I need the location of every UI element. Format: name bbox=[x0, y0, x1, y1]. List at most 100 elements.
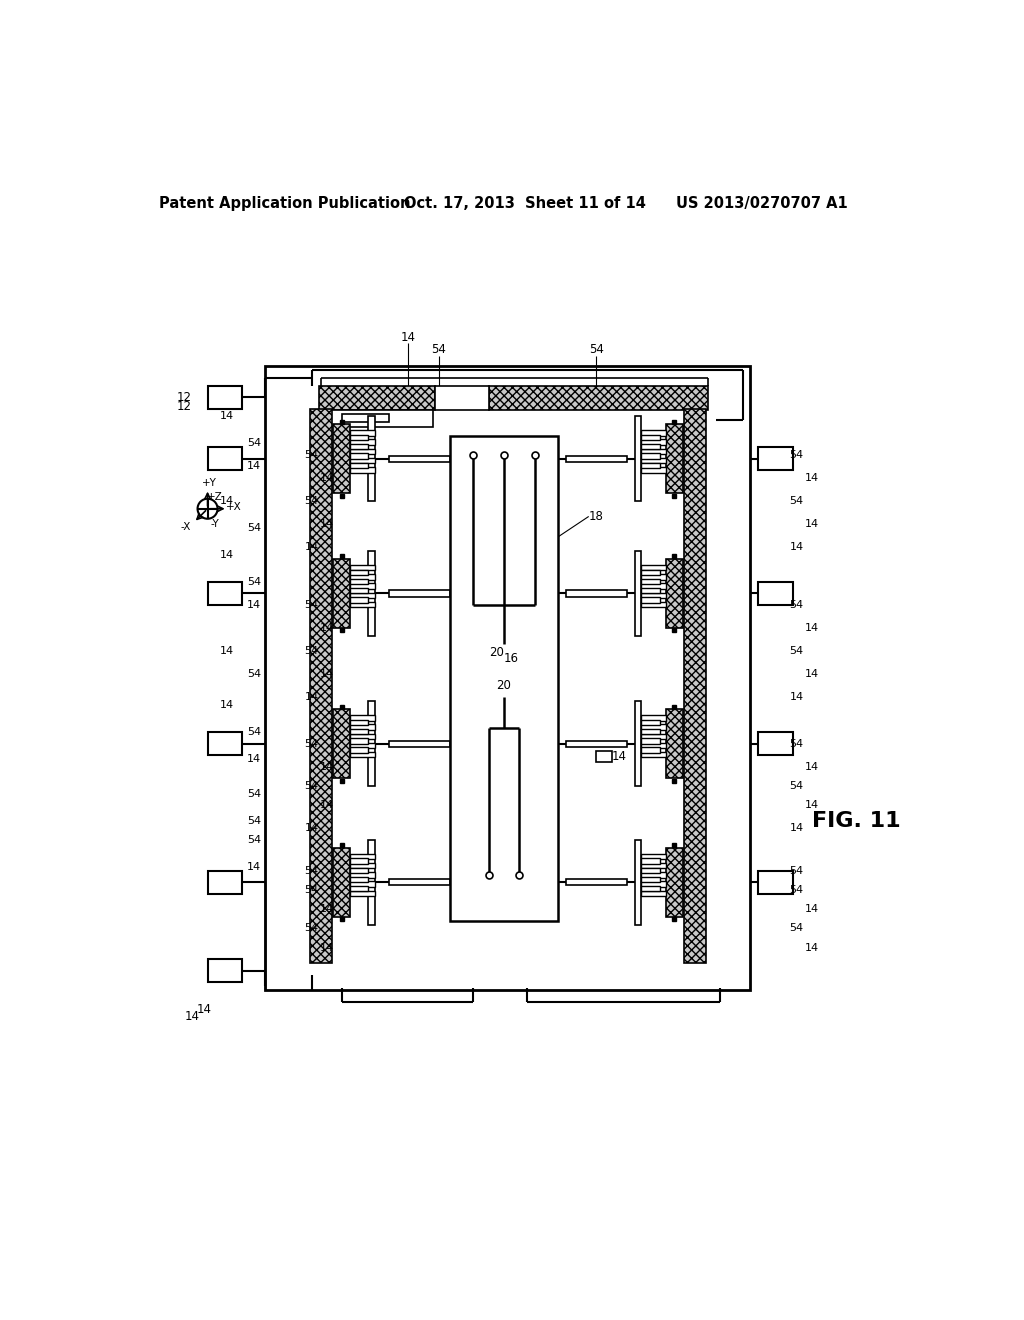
Bar bbox=[641, 583, 666, 589]
Bar bbox=[208, 871, 243, 894]
Bar bbox=[350, 873, 375, 878]
Text: US 2013/0270707 A1: US 2013/0270707 A1 bbox=[676, 195, 848, 211]
Bar bbox=[641, 565, 666, 570]
Bar bbox=[350, 729, 369, 734]
Bar bbox=[596, 751, 611, 762]
Bar bbox=[641, 430, 666, 436]
Bar bbox=[635, 701, 641, 785]
Bar bbox=[641, 462, 659, 469]
Bar bbox=[350, 444, 369, 449]
Text: 14: 14 bbox=[790, 693, 804, 702]
Bar bbox=[641, 715, 666, 721]
Bar bbox=[388, 879, 451, 886]
Bar bbox=[758, 582, 793, 605]
Text: 54: 54 bbox=[790, 647, 804, 656]
Bar bbox=[350, 876, 369, 882]
Text: 14: 14 bbox=[805, 623, 819, 634]
Text: 14: 14 bbox=[319, 762, 334, 772]
Bar bbox=[350, 597, 369, 603]
Bar bbox=[342, 414, 388, 422]
Bar bbox=[635, 840, 641, 924]
Text: 14: 14 bbox=[304, 693, 318, 702]
Text: 54: 54 bbox=[304, 601, 318, 610]
Bar bbox=[350, 440, 375, 445]
Text: 14: 14 bbox=[220, 700, 233, 710]
Text: 12: 12 bbox=[177, 391, 193, 404]
Bar bbox=[350, 858, 369, 863]
Text: +Z: +Z bbox=[208, 492, 223, 502]
Bar bbox=[488, 385, 708, 411]
Text: 14: 14 bbox=[319, 669, 334, 680]
Text: 12: 12 bbox=[177, 400, 193, 413]
Bar bbox=[666, 424, 683, 494]
Bar bbox=[641, 858, 659, 863]
Bar bbox=[350, 863, 375, 869]
Bar bbox=[641, 747, 659, 752]
Bar bbox=[350, 715, 375, 721]
Bar bbox=[319, 385, 435, 411]
Bar bbox=[350, 467, 375, 473]
Bar bbox=[635, 552, 641, 636]
Text: 54: 54 bbox=[790, 924, 804, 933]
Text: Oct. 17, 2013  Sheet 11 of 14: Oct. 17, 2013 Sheet 11 of 14 bbox=[403, 195, 646, 211]
Bar bbox=[350, 570, 369, 576]
Bar bbox=[641, 738, 659, 743]
Bar bbox=[684, 409, 706, 964]
Bar bbox=[641, 458, 666, 463]
Bar bbox=[350, 752, 375, 758]
Bar bbox=[265, 367, 751, 990]
Text: 54: 54 bbox=[304, 781, 318, 791]
Text: Patent Application Publication: Patent Application Publication bbox=[159, 195, 411, 211]
Bar bbox=[208, 385, 243, 409]
Bar bbox=[641, 729, 659, 734]
Bar bbox=[641, 719, 659, 725]
Bar bbox=[565, 455, 628, 462]
Bar bbox=[565, 879, 628, 886]
Bar bbox=[641, 589, 659, 594]
Bar bbox=[321, 411, 433, 428]
Bar bbox=[388, 741, 451, 747]
Bar bbox=[333, 709, 350, 779]
Bar bbox=[333, 424, 350, 494]
Bar bbox=[350, 565, 375, 570]
Bar bbox=[641, 467, 666, 473]
Text: 20: 20 bbox=[497, 680, 511, 693]
Bar bbox=[350, 462, 369, 469]
Bar bbox=[333, 847, 350, 917]
Bar bbox=[350, 434, 369, 441]
Text: 14: 14 bbox=[304, 824, 318, 833]
Bar bbox=[350, 725, 375, 730]
Bar bbox=[641, 444, 659, 449]
Text: 14: 14 bbox=[220, 647, 233, 656]
Bar bbox=[369, 552, 375, 636]
Bar bbox=[451, 436, 558, 921]
Bar bbox=[641, 854, 666, 859]
Bar bbox=[350, 867, 369, 873]
Text: +Y: +Y bbox=[203, 478, 217, 487]
Text: 54: 54 bbox=[247, 834, 261, 845]
Bar bbox=[641, 602, 666, 607]
Bar bbox=[565, 741, 628, 747]
Text: 14: 14 bbox=[247, 862, 261, 871]
Text: 54: 54 bbox=[247, 727, 261, 737]
Bar bbox=[350, 458, 375, 463]
Text: 54: 54 bbox=[304, 496, 318, 506]
Text: 14: 14 bbox=[319, 473, 334, 483]
Bar bbox=[350, 589, 369, 594]
Text: 14: 14 bbox=[319, 800, 334, 810]
Bar bbox=[350, 719, 369, 725]
Bar bbox=[666, 558, 683, 628]
Text: 14: 14 bbox=[790, 543, 804, 552]
Text: 14: 14 bbox=[319, 942, 334, 953]
Text: 14: 14 bbox=[247, 462, 261, 471]
Bar bbox=[350, 449, 375, 454]
Text: 54: 54 bbox=[431, 343, 446, 356]
Text: 14: 14 bbox=[790, 824, 804, 833]
Bar bbox=[641, 593, 666, 598]
Bar bbox=[350, 882, 375, 887]
Text: 14: 14 bbox=[805, 762, 819, 772]
Bar bbox=[641, 886, 659, 891]
Text: 54: 54 bbox=[304, 450, 318, 459]
Bar bbox=[208, 733, 243, 755]
Bar bbox=[641, 891, 666, 896]
